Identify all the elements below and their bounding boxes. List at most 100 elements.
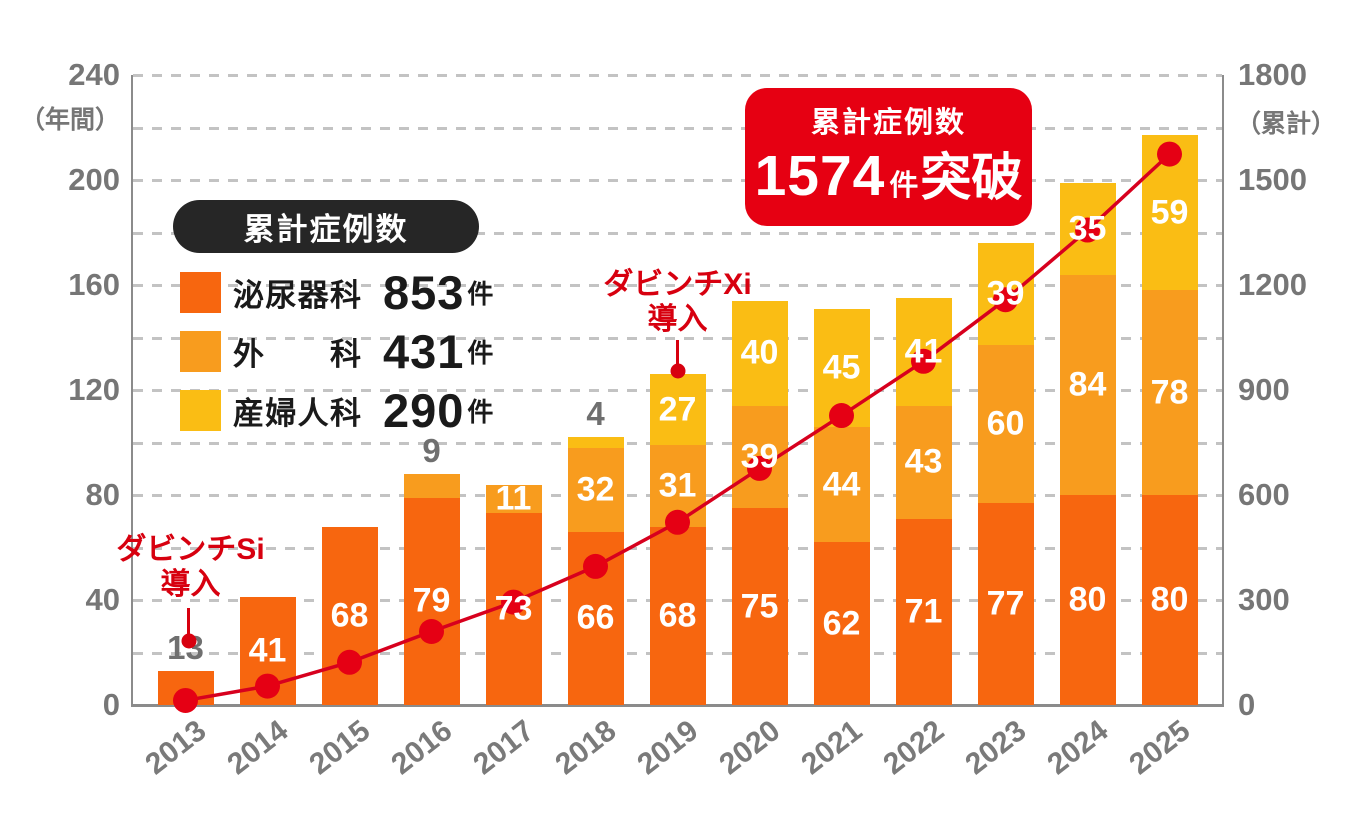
- y-axis-right-tick-label: 600: [1238, 477, 1290, 512]
- legend-label: 外科: [233, 337, 361, 372]
- cumulative-line-dot: [829, 403, 854, 429]
- y-axis-left-tick-label: 240: [68, 57, 120, 92]
- bar-segment-surgery: [1059, 274, 1116, 495]
- annotation-text: 導入: [160, 567, 221, 601]
- gridline: [133, 336, 1222, 340]
- bar-value-label: 39: [740, 437, 779, 476]
- y-axis-right: [1222, 75, 1224, 705]
- y-axis-right-tick-label: 1800: [1238, 57, 1307, 92]
- annotation-davinci-si: ダビンチSi 導入: [98, 533, 283, 602]
- cumulative-line-dot: [665, 509, 690, 535]
- cumulative-line-dot: [993, 287, 1018, 313]
- badge-value-line: 1574 件 突破: [755, 148, 1023, 205]
- legend-value: 431: [383, 325, 465, 378]
- bar-segment-surgery: [977, 345, 1034, 503]
- bar-segment-urology: [649, 526, 706, 705]
- annotation-pointer-line: [676, 340, 679, 366]
- bar-segment-urology: [731, 508, 788, 705]
- annotation-davinci-xi: ダビンチXi 導入: [585, 268, 770, 337]
- gridline: [133, 231, 1222, 235]
- bar-value-label: 60: [986, 404, 1025, 443]
- y-axis-right-tick-label: 1200: [1238, 267, 1307, 302]
- y-axis-left-unit-label: （年間）: [19, 106, 120, 134]
- legend-label: 産婦人科: [233, 396, 361, 431]
- cumulative-line-dot: [173, 687, 198, 713]
- gridline: [133, 126, 1222, 130]
- annotation-pointer-line: [187, 608, 190, 634]
- bar-segment-obgyn: [731, 300, 788, 406]
- legend-value: 853: [383, 266, 465, 319]
- bar-segment-urology: [1059, 495, 1116, 705]
- legend-label: 泌尿器科: [233, 278, 361, 313]
- bar-value-label: 80: [1150, 580, 1189, 619]
- bar-segment-urology: [895, 518, 952, 705]
- y-axis-right-tick-label: 1500: [1238, 162, 1307, 197]
- bar-segment-urology: [403, 497, 460, 705]
- bar-value-label: 32: [576, 470, 615, 509]
- urology-color-swatch: [180, 272, 221, 313]
- bar-value-label: 68: [330, 596, 369, 635]
- badge-title: 累計症例数: [810, 107, 966, 139]
- bar-segment-urology: [1141, 495, 1198, 705]
- bar-segment-surgery: [813, 426, 870, 543]
- annotation-text: ダビンチSi: [116, 533, 265, 566]
- bar-value-label: 40: [740, 333, 779, 372]
- cumulative-line-dot: [1157, 141, 1182, 167]
- bar-value-label: 41: [904, 332, 943, 371]
- bar-value-label: 11: [495, 479, 532, 518]
- badge-value: 1574: [754, 144, 886, 208]
- bar-value-label: 31: [658, 466, 697, 505]
- bar-segment-surgery: [567, 447, 624, 532]
- cumulative-total-badge: 累計症例数 1574 件 突破: [745, 88, 1032, 226]
- bar-value-label: 84: [1068, 365, 1107, 404]
- bar-segment-urology: [321, 526, 378, 705]
- bar-value-label: 35: [1068, 209, 1107, 248]
- cumulative-line-dot: [1075, 217, 1100, 243]
- bar-value-label: 79: [412, 581, 451, 620]
- annotation-pointer-dot: [670, 363, 685, 379]
- bar-value-label: 62: [822, 604, 861, 643]
- bar-value-label: 77: [986, 584, 1025, 623]
- bar-value-label-outside: 4: [586, 395, 605, 433]
- legend-item-urology: 泌尿器科 853 件: [180, 266, 494, 319]
- gridline: [133, 179, 1222, 182]
- y-axis-left-tick-label: 0: [102, 687, 120, 722]
- y-axis-left-tick-label: 200: [68, 162, 120, 197]
- bar-segment-obgyn: [567, 437, 624, 448]
- legend-title: 累計症例数: [243, 212, 409, 247]
- gridline: [133, 74, 1222, 77]
- annotation-pointer-dot: [181, 633, 196, 649]
- y-axis-left-tick-label: 160: [68, 267, 120, 302]
- cumulative-line-dot: [747, 455, 772, 481]
- cumulative-line-dot: [583, 553, 608, 579]
- bar-segment-urology: [977, 502, 1034, 705]
- bar-value-label: 71: [904, 592, 943, 631]
- annotation-text: ダビンチXi: [603, 268, 752, 301]
- legend-title-pill: 累計症例数: [173, 200, 479, 253]
- bar-value-label: 68: [658, 596, 697, 635]
- y-axis-right-unit-label: （累計）: [1236, 110, 1337, 138]
- legend-item-surgery: 外科 431 件: [180, 325, 493, 378]
- bar-value-label: 43: [904, 442, 943, 481]
- surgery-color-swatch: [180, 331, 221, 372]
- bar-value-label: 80: [1068, 580, 1107, 619]
- bar-value-label: 66: [576, 598, 615, 637]
- bar-value-label: 73: [494, 589, 533, 628]
- bar-value-label: 44: [822, 465, 861, 503]
- legend: 泌尿器科 853 件 外科 431 件 産婦人科 290 件: [180, 266, 494, 448]
- legend-unit: 件: [467, 397, 494, 427]
- cumulative-line-dot: [501, 589, 526, 615]
- cumulative-line-dot: [419, 619, 444, 644]
- bar-value-label: 78: [1150, 373, 1189, 412]
- legend-unit: 件: [467, 279, 494, 309]
- obgyn-color-swatch: [180, 390, 221, 431]
- cumulative-line-dot: [255, 673, 280, 699]
- bar-value-label: 27: [658, 390, 697, 429]
- y-axis-left-tick-label: 80: [85, 477, 120, 512]
- legend-value: 290: [383, 384, 465, 437]
- bar-value-label: 45: [822, 348, 861, 387]
- bar-value-label: 41: [248, 631, 287, 670]
- y-axis-right-tick-label: 900: [1238, 372, 1290, 407]
- gridline: [133, 284, 1222, 287]
